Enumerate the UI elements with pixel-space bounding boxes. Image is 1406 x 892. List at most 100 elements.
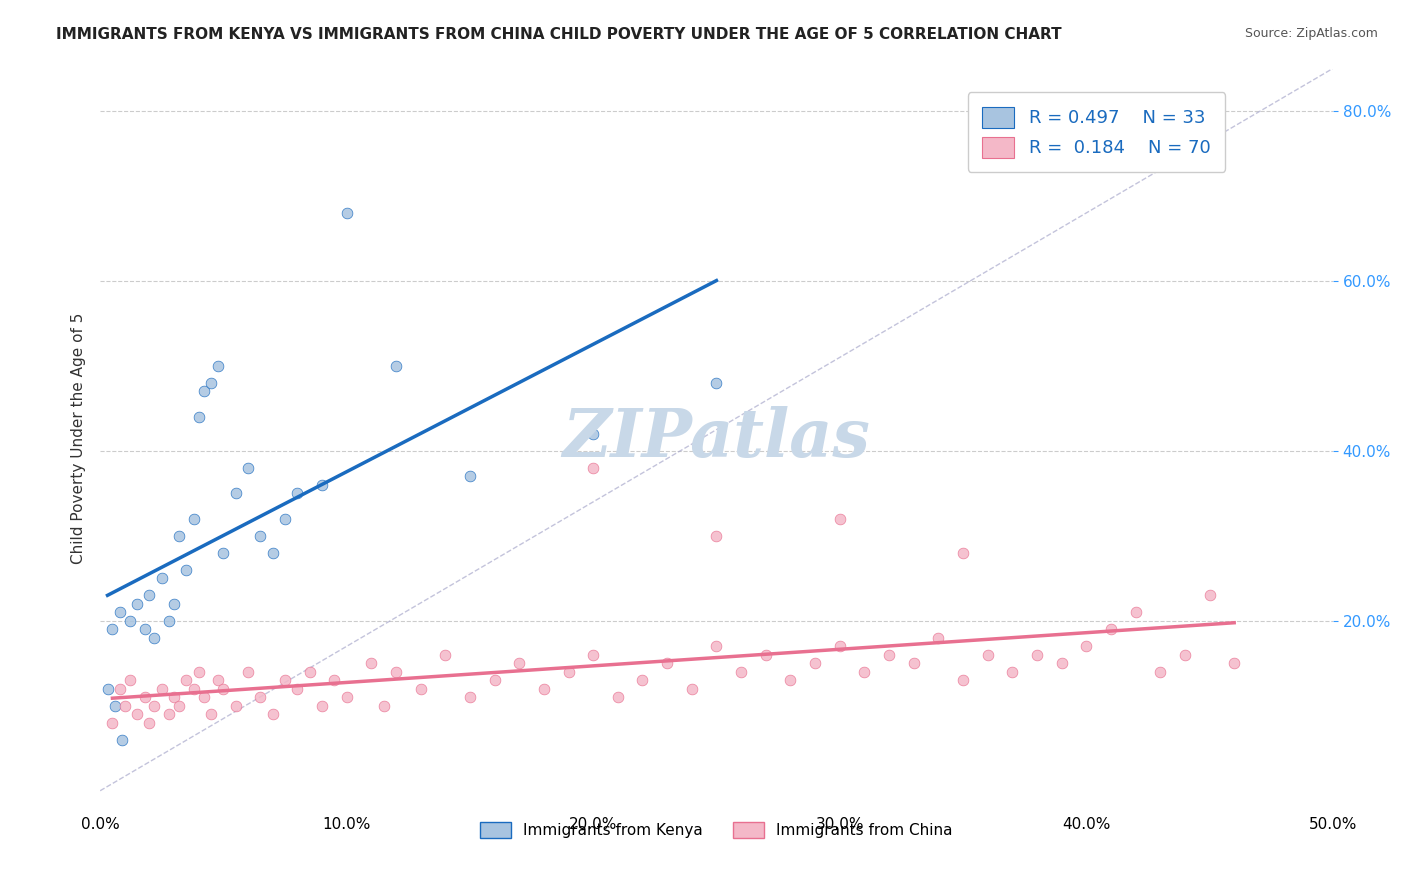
Text: IMMIGRANTS FROM KENYA VS IMMIGRANTS FROM CHINA CHILD POVERTY UNDER THE AGE OF 5 : IMMIGRANTS FROM KENYA VS IMMIGRANTS FROM… bbox=[56, 27, 1062, 42]
Point bbox=[853, 665, 876, 679]
Point bbox=[409, 681, 432, 696]
Point bbox=[903, 657, 925, 671]
Point bbox=[1223, 657, 1246, 671]
Point bbox=[877, 648, 900, 662]
Point bbox=[134, 690, 156, 705]
Point bbox=[183, 681, 205, 696]
Point bbox=[952, 673, 974, 688]
Point bbox=[681, 681, 703, 696]
Point bbox=[779, 673, 801, 688]
Point bbox=[127, 707, 149, 722]
Point bbox=[1001, 665, 1024, 679]
Point bbox=[157, 707, 180, 722]
Point bbox=[167, 529, 190, 543]
Point bbox=[274, 512, 297, 526]
Point bbox=[249, 529, 271, 543]
Point bbox=[631, 673, 654, 688]
Point bbox=[193, 384, 215, 399]
Point bbox=[385, 665, 408, 679]
Point bbox=[150, 571, 173, 585]
Point bbox=[1099, 623, 1122, 637]
Point bbox=[118, 614, 141, 628]
Point bbox=[114, 698, 136, 713]
Point bbox=[138, 588, 160, 602]
Point bbox=[212, 681, 235, 696]
Point bbox=[1149, 665, 1171, 679]
Point bbox=[360, 657, 382, 671]
Point bbox=[207, 359, 229, 373]
Point bbox=[730, 665, 752, 679]
Point bbox=[285, 486, 308, 500]
Point bbox=[187, 665, 209, 679]
Point bbox=[134, 623, 156, 637]
Point bbox=[167, 698, 190, 713]
Point bbox=[582, 648, 605, 662]
Point bbox=[212, 546, 235, 560]
Point bbox=[458, 469, 481, 483]
Text: Source: ZipAtlas.com: Source: ZipAtlas.com bbox=[1244, 27, 1378, 40]
Point bbox=[1076, 640, 1098, 654]
Point bbox=[458, 690, 481, 705]
Point bbox=[176, 673, 198, 688]
Point bbox=[828, 640, 851, 654]
Point bbox=[336, 206, 359, 220]
Point bbox=[183, 512, 205, 526]
Point bbox=[385, 359, 408, 373]
Point bbox=[143, 631, 166, 645]
Point bbox=[1050, 657, 1073, 671]
Point bbox=[508, 657, 530, 671]
Y-axis label: Child Poverty Under the Age of 5: Child Poverty Under the Age of 5 bbox=[72, 312, 86, 564]
Point bbox=[108, 605, 131, 619]
Point bbox=[236, 665, 259, 679]
Point bbox=[163, 597, 186, 611]
Point bbox=[101, 623, 124, 637]
Point bbox=[311, 698, 333, 713]
Point bbox=[200, 376, 222, 390]
Point bbox=[706, 529, 728, 543]
Point bbox=[225, 698, 247, 713]
Point bbox=[111, 732, 134, 747]
Point bbox=[157, 614, 180, 628]
Point bbox=[274, 673, 297, 688]
Point bbox=[143, 698, 166, 713]
Point bbox=[298, 665, 321, 679]
Point bbox=[1026, 648, 1049, 662]
Point bbox=[373, 698, 395, 713]
Point bbox=[828, 512, 851, 526]
Point bbox=[104, 698, 127, 713]
Point bbox=[582, 461, 605, 475]
Point bbox=[187, 409, 209, 424]
Point bbox=[804, 657, 827, 671]
Legend: Immigrants from Kenya, Immigrants from China: Immigrants from Kenya, Immigrants from C… bbox=[474, 816, 959, 845]
Point bbox=[236, 461, 259, 475]
Point bbox=[323, 673, 346, 688]
Text: ZIPatlas: ZIPatlas bbox=[562, 406, 870, 471]
Point bbox=[311, 478, 333, 492]
Point bbox=[101, 715, 124, 730]
Point bbox=[225, 486, 247, 500]
Point bbox=[1198, 588, 1220, 602]
Point bbox=[927, 631, 949, 645]
Point bbox=[706, 640, 728, 654]
Point bbox=[976, 648, 998, 662]
Point bbox=[582, 426, 605, 441]
Point bbox=[150, 681, 173, 696]
Point bbox=[249, 690, 271, 705]
Point bbox=[533, 681, 555, 696]
Point bbox=[207, 673, 229, 688]
Point bbox=[193, 690, 215, 705]
Point bbox=[200, 707, 222, 722]
Point bbox=[336, 690, 359, 705]
Point bbox=[127, 597, 149, 611]
Point bbox=[1174, 648, 1197, 662]
Point bbox=[262, 546, 284, 560]
Point bbox=[606, 690, 628, 705]
Point bbox=[657, 657, 679, 671]
Point bbox=[176, 563, 198, 577]
Point bbox=[163, 690, 186, 705]
Point bbox=[952, 546, 974, 560]
Point bbox=[706, 376, 728, 390]
Point bbox=[434, 648, 457, 662]
Point bbox=[285, 681, 308, 696]
Point bbox=[96, 681, 118, 696]
